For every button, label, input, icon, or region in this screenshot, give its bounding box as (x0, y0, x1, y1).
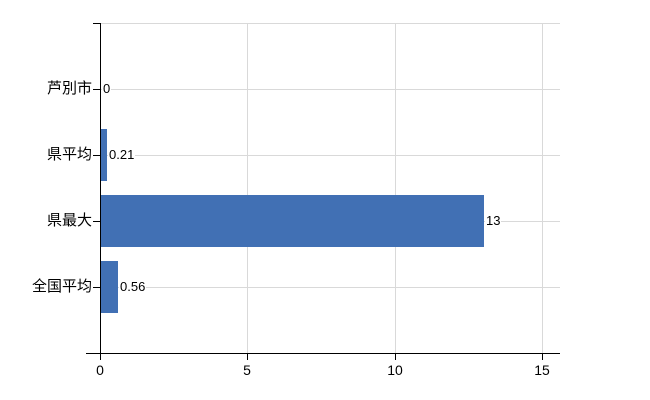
x-axis-tick-label: 5 (243, 362, 251, 378)
category-label: 芦別市 (46, 80, 92, 97)
plot-top-border (100, 23, 560, 24)
x-axis-tick (100, 354, 101, 360)
x-axis-tick (542, 354, 543, 360)
gridline-horizontal (101, 89, 560, 90)
bar-2 (101, 195, 484, 247)
gridline-vertical (542, 23, 543, 353)
y-axis-tick (93, 23, 100, 24)
bar-3 (101, 261, 118, 313)
y-axis-line (100, 23, 101, 353)
value-label: 0.56 (119, 279, 147, 295)
y-axis-tick (93, 287, 100, 288)
gridline-horizontal (101, 155, 560, 156)
gridline-vertical (395, 23, 396, 353)
value-label: 13 (485, 213, 502, 229)
category-label: 県平均 (46, 146, 92, 163)
x-axis-tick-label: 0 (96, 362, 104, 378)
value-label: 0 (102, 81, 112, 97)
x-axis-tick (247, 354, 248, 360)
category-label: 全国平均 (31, 278, 92, 295)
y-axis-tick (93, 89, 100, 90)
x-axis-tick-label: 15 (534, 362, 550, 378)
value-label: 0.21 (108, 147, 136, 163)
x-axis-tick (395, 354, 396, 360)
y-axis-tick (93, 221, 100, 222)
y-axis-tick (93, 155, 100, 156)
x-axis-line (86, 353, 560, 354)
bar-1 (101, 129, 107, 181)
gridline-vertical (247, 23, 248, 353)
category-label: 県最大 (46, 212, 92, 229)
x-axis-tick-label: 10 (387, 362, 403, 378)
gridline-horizontal (101, 287, 560, 288)
